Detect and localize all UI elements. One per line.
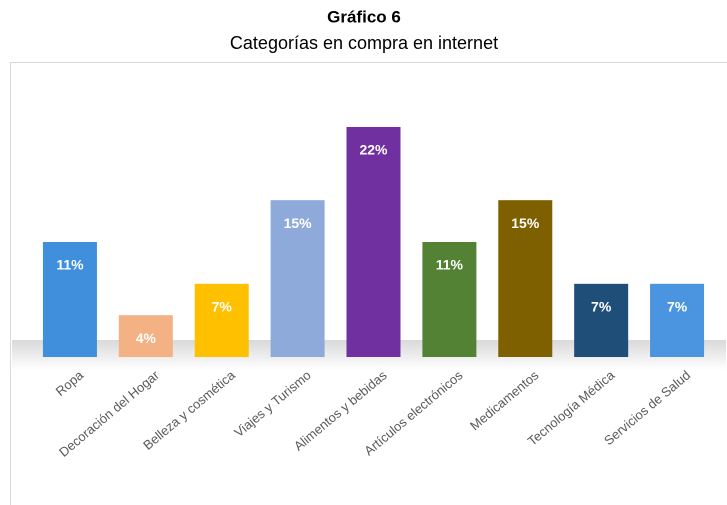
bar <box>422 242 477 357</box>
chart-title: Gráfico 6 <box>327 7 401 26</box>
bar <box>118 315 173 357</box>
data-label: 22% <box>359 142 388 158</box>
data-label: 7% <box>212 299 233 315</box>
data-label: 15% <box>511 215 540 231</box>
data-label: 7% <box>591 299 612 315</box>
chart-subtitle: Categorías en compra en internet <box>230 33 498 53</box>
data-label: 4% <box>136 330 157 346</box>
data-label: 15% <box>284 215 313 231</box>
bar <box>574 283 629 357</box>
data-label: 11% <box>436 257 464 273</box>
bar <box>194 283 249 357</box>
bar <box>650 283 705 357</box>
data-label: 7% <box>667 299 688 315</box>
bar <box>346 127 401 357</box>
bar <box>498 200 553 357</box>
data-label: 11% <box>56 257 84 273</box>
bar <box>42 242 97 357</box>
bar <box>270 200 325 357</box>
